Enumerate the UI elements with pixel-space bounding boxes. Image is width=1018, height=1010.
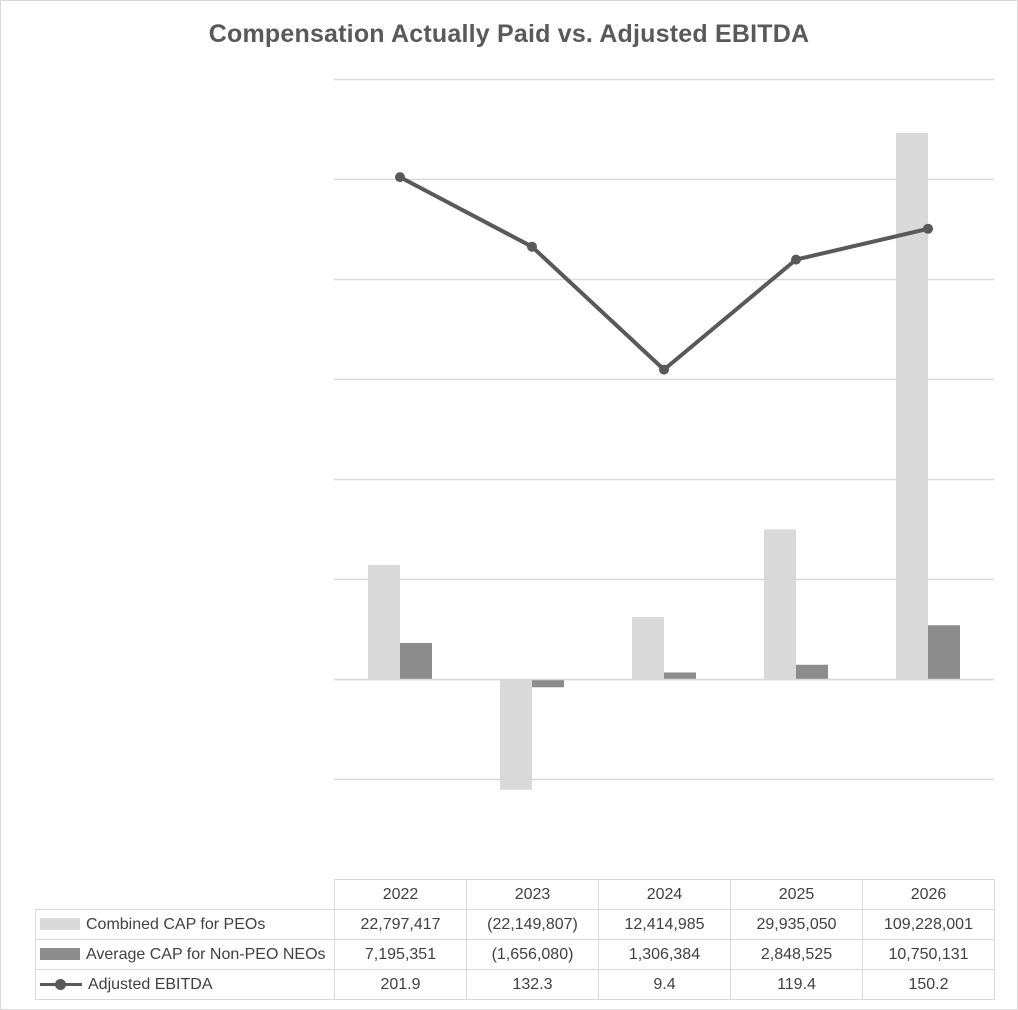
table-header-2026: 2026 [862,879,995,910]
legend-label-peo-cap: Combined CAP for PEOs [86,915,266,933]
table-cell: 22,797,417 [334,909,467,940]
table-header-2024: 2024 [598,879,731,910]
legend-key-light-bar [40,918,80,931]
ebitda-line [395,172,933,375]
bar-peo-cap-2025 [764,529,796,679]
table-cell: 109,228,001 [862,909,995,940]
bar-neo-cap-2023 [532,679,564,688]
table-cell: 132.3 [466,969,599,1000]
table-header-2023: 2023 [466,879,599,910]
table-header-row: 2022 2023 2024 2025 2026 [35,879,995,910]
table-cell: 201.9 [334,969,467,1000]
table-cell: 12,414,985 [598,909,731,940]
bar-peo-cap-2026 [896,132,928,680]
table-corner [35,879,335,910]
data-table: 2022 2023 2024 2025 2026 Combined CAP fo… [35,879,995,1000]
ebitda-point-2026 [923,223,933,234]
table-row-neo-cap: Average CAP for Non-PEO NEOs 7,195,351 (… [35,939,995,970]
bar-neo-cap-2026 [928,625,960,679]
table-cell: 29,935,050 [730,909,863,940]
plot-area [334,78,994,790]
bars [334,132,994,790]
bar-peo-cap-2023 [500,679,532,790]
legend-ebitda: Adjusted EBITDA [35,969,335,1000]
table-cell: 1,306,384 [598,939,731,970]
bar-neo-cap-2022 [400,643,432,679]
table-header-2025: 2025 [730,879,863,910]
legend-peo-cap: Combined CAP for PEOs [35,909,335,940]
legend-neo-cap: Average CAP for Non-PEO NEOs [35,939,335,970]
table-cell: (22,149,807) [466,909,599,940]
legend-key-dark-bar [40,948,80,961]
bar-peo-cap-2024 [632,616,664,679]
table-cell: 7,195,351 [334,939,467,970]
ebitda-point-2024 [659,364,669,375]
ebitda-point-2023 [527,241,537,252]
legend-key-line-marker [40,978,82,991]
bar-peo-cap-2022 [368,565,400,679]
bar-neo-cap-2025 [796,664,828,679]
table-cell: 119.4 [730,969,863,1000]
ebitda-point-2022 [395,172,405,183]
table-cell: 10,750,131 [862,939,995,970]
bar-neo-cap-2024 [664,672,696,679]
table-row-ebitda: Adjusted EBITDA 201.9 132.3 9.4 119.4 15… [35,969,995,1000]
table-cell: 2,848,525 [730,939,863,970]
chart-title: Compensation Actually Paid vs. Adjusted … [208,20,810,48]
legend-label-ebitda: Adjusted EBITDA [88,975,213,993]
legend-label-neo-cap: Average CAP for Non-PEO NEOs [86,945,326,963]
table-cell: 150.2 [862,969,995,1000]
ebitda-series-line [399,175,929,372]
table-cell: 9.4 [598,969,731,1000]
ebitda-point-2025 [791,254,801,265]
table-row-peo-cap: Combined CAP for PEOs 22,797,417 (22,149… [35,909,995,940]
table-cell: (1,656,080) [466,939,599,970]
table-header-2022: 2022 [334,879,467,910]
